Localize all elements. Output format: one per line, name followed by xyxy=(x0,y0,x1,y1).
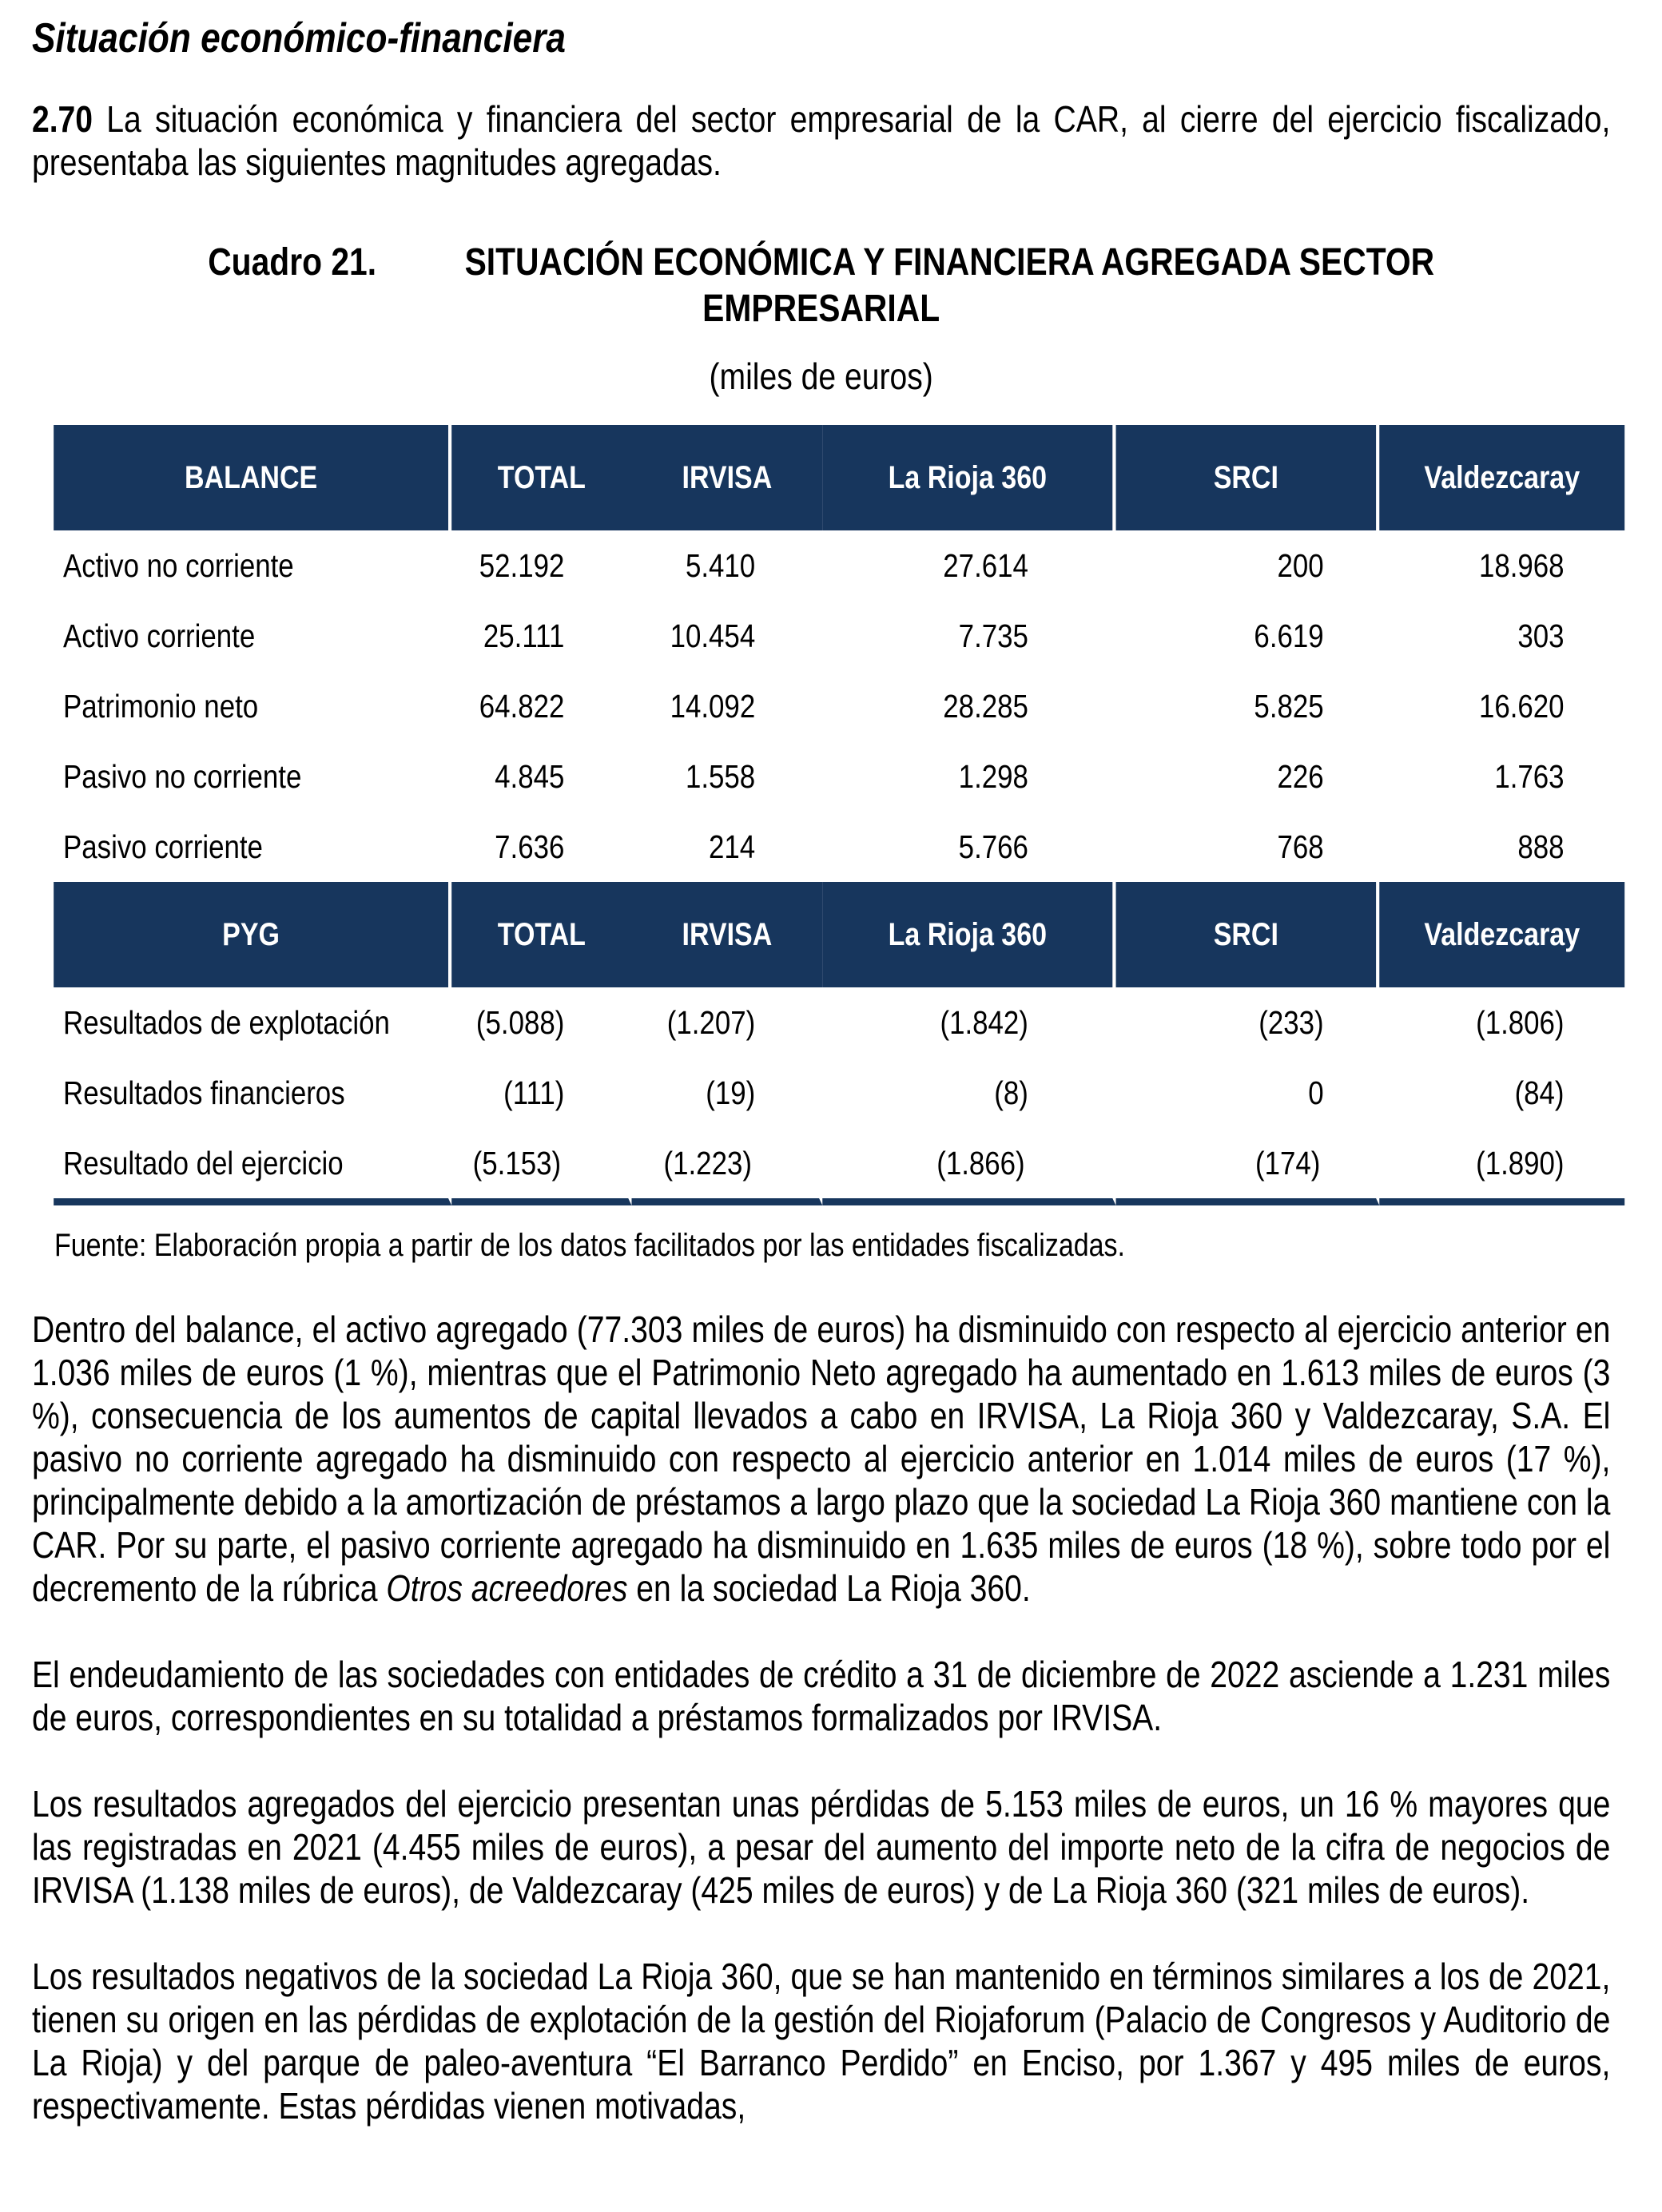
balance-analysis-text-end: en la sociedad La Rioja 360. xyxy=(627,1567,1031,1609)
cell-valdezcaray: 303 xyxy=(1517,617,1565,654)
cell-valdezcaray: 1.763 xyxy=(1494,757,1565,795)
cell-irvisa: 1.558 xyxy=(685,757,756,795)
table-caption-label: Cuadro 21. xyxy=(208,241,377,284)
cell-larioja: 27.614 xyxy=(943,546,1028,584)
paragraph-2-70-text: La situación económica y financiera del … xyxy=(31,98,1611,183)
cell-valdezcaray: (1.806) xyxy=(1476,1003,1565,1041)
cell-irvisa: (1.223) xyxy=(631,1128,823,1205)
balance-header-cell: BALANCE xyxy=(54,425,452,530)
balance-header-row: BALANCE TOTAL IRVISA La Rioja 360 SRCI V… xyxy=(54,425,1625,530)
irvisa-header-cell: IRVISA xyxy=(631,425,823,530)
cell-irvisa: 10.454 xyxy=(670,617,756,654)
cell-total: 7.636 xyxy=(495,828,565,865)
row-label: Activo no corriente xyxy=(63,546,294,584)
valdezcaray-header-cell: Valdezcaray xyxy=(1379,425,1625,530)
cell-srci: 226 xyxy=(1277,757,1324,795)
cell-larioja: 28.285 xyxy=(943,687,1028,725)
table-row-resultados-explotacion: Resultados de explotación (5.088) (1.207… xyxy=(54,987,1624,1058)
total-header-cell: TOTAL xyxy=(451,882,632,987)
table-row-resultado-ejercicio: Resultado del ejercicio (5.153) (1.223) … xyxy=(54,1128,1625,1205)
row-label: Resultados financieros xyxy=(63,1074,345,1111)
document-page: Situación económico-financiera 2.70 La s… xyxy=(31,15,1625,2127)
section-title: Situación económico-financiera xyxy=(31,15,567,62)
table-units-note: (miles de euros) xyxy=(709,355,933,397)
cell-total: 4.845 xyxy=(495,757,565,795)
srci-header-cell: SRCI xyxy=(1115,882,1380,987)
cell-total: (111) xyxy=(503,1074,565,1111)
valdezcaray-header-cell: Valdezcaray xyxy=(1379,882,1625,987)
cell-valdezcaray: (84) xyxy=(1514,1074,1565,1111)
cell-srci: 768 xyxy=(1277,828,1324,865)
table-row-resultados-financieros: Resultados financieros (111) (19) (8) 0 … xyxy=(54,1058,1624,1128)
row-label: Resultados de explotación xyxy=(63,1003,390,1041)
table-caption: Cuadro 21. SITUACIÓN ECONÓMICA Y FINANCIE… xyxy=(32,240,1610,332)
cell-valdezcaray: 16.620 xyxy=(1478,687,1565,725)
cell-valdezcaray: 18.968 xyxy=(1478,546,1565,584)
table-row-patrimonio-neto: Patrimonio neto 64.822 14.092 28.285 5.8… xyxy=(54,671,1624,741)
paragraph-debt: El endeudamiento de las sociedades con e… xyxy=(31,1654,1611,1738)
cell-srci: 6.619 xyxy=(1254,617,1324,654)
pyg-header-row: PYG TOTAL IRVISA La Rioja 360 SRCI Valde… xyxy=(54,882,1625,987)
cell-srci: (174) xyxy=(1115,1128,1380,1205)
cell-irvisa: (19) xyxy=(706,1074,756,1111)
cell-irvisa: 214 xyxy=(709,828,756,865)
row-label: Pasivo corriente xyxy=(63,828,263,865)
cell-srci: (233) xyxy=(1258,1003,1324,1041)
cell-irvisa: 14.092 xyxy=(670,687,756,725)
cell-valdezcaray: 888 xyxy=(1517,828,1565,865)
table-row-activo-no-corriente: Activo no corriente 52.192 5.410 27.614 … xyxy=(54,530,1624,601)
cell-irvisa: (1.207) xyxy=(666,1003,756,1041)
total-header-cell: TOTAL xyxy=(451,425,632,530)
table-row-activo-corriente: Activo corriente 25.111 10.454 7.735 6.6… xyxy=(54,601,1624,671)
paragraph-aggregate-results: Los resultados agregados del ejercicio p… xyxy=(31,1783,1611,1911)
row-label: Patrimonio neto xyxy=(63,687,259,725)
larioja-header-cell: La Rioja 360 xyxy=(822,882,1116,987)
table-caption-title: SITUACIÓN ECONÓMICA Y FINANCIERA AGREGAD… xyxy=(464,241,1435,284)
irvisa-header-cell: IRVISA xyxy=(631,882,823,987)
cell-total: 64.822 xyxy=(479,687,565,725)
cell-irvisa: 5.410 xyxy=(685,546,756,584)
balance-analysis-italic: Otros acreedores xyxy=(386,1567,628,1609)
larioja-header-cell: La Rioja 360 xyxy=(822,425,1116,530)
paragraph-negative-results: Los resultados negativos de la sociedad … xyxy=(31,1956,1611,2127)
cell-srci: 0 xyxy=(1308,1074,1324,1111)
cell-larioja: 1.298 xyxy=(958,757,1028,795)
cell-total: 52.192 xyxy=(479,546,565,584)
table-caption-line1: Cuadro 21. SITUACIÓN ECONÓMICA Y FINANCIE… xyxy=(32,240,1610,286)
cell-larioja: (8) xyxy=(994,1074,1028,1111)
cell-larioja: (1.842) xyxy=(940,1003,1028,1041)
cell-srci: 200 xyxy=(1277,546,1324,584)
cell-valdezcaray: (1.890) xyxy=(1379,1128,1625,1205)
cell-larioja: (1.866) xyxy=(822,1128,1116,1205)
row-label: Resultado del ejercicio xyxy=(54,1128,452,1205)
pyg-header-cell: PYG xyxy=(54,882,452,987)
row-label: Activo corriente xyxy=(63,617,256,654)
paragraph-number: 2.70 xyxy=(31,98,93,140)
table-source-note: Fuente: Elaboración propia a partir de l… xyxy=(54,1228,1125,1263)
table-caption-line2: EMPRESARIAL xyxy=(702,288,940,330)
cell-srci: 5.825 xyxy=(1254,687,1324,725)
cell-larioja: 7.735 xyxy=(958,617,1028,654)
table-row-pasivo-corriente: Pasivo corriente 7.636 214 5.766 768 888 xyxy=(54,812,1624,882)
paragraph-2-70: 2.70 La situación económica y financiera… xyxy=(32,97,1610,184)
row-label: Pasivo no corriente xyxy=(63,757,302,795)
table-row-pasivo-no-corriente: Pasivo no corriente 4.845 1.558 1.298 22… xyxy=(54,741,1624,812)
financial-aggregates-table: BALANCE TOTAL IRVISA La Rioja 360 SRCI V… xyxy=(54,425,1625,1205)
cell-larioja: 5.766 xyxy=(958,828,1028,865)
cell-total: (5.088) xyxy=(475,1003,565,1041)
paragraph-balance-analysis: Dentro del balance, el activo agregado (… xyxy=(32,1308,1610,1610)
srci-header-cell: SRCI xyxy=(1115,425,1380,530)
balance-analysis-text: Dentro del balance, el activo agregado (… xyxy=(31,1309,1611,1609)
cell-total: (5.153) xyxy=(451,1128,632,1205)
cell-total: 25.111 xyxy=(483,617,565,654)
